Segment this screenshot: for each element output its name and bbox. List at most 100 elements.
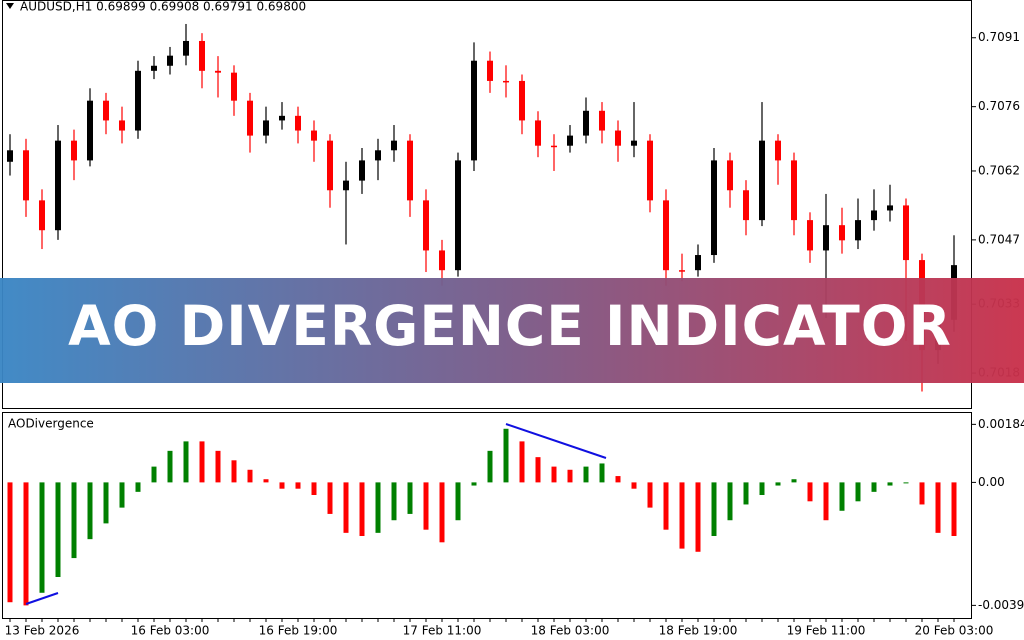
- x-tick-label: 19 Feb 11:00: [787, 624, 866, 638]
- y-tick-label: 0.7091: [978, 30, 1020, 44]
- candle-body: [407, 140, 413, 201]
- ao-bar: [695, 482, 701, 552]
- ao-bar: [727, 482, 733, 521]
- ao-bar: [199, 441, 205, 483]
- candle-body: [23, 150, 29, 201]
- candle-body: [535, 120, 541, 146]
- y-tick-label: 0.7076: [978, 99, 1020, 113]
- ao-bar: [135, 482, 141, 492]
- ao-bar: [759, 482, 765, 495]
- symbol-header: AUDUSD,H1 0.69899 0.69908 0.69791 0.6980…: [20, 0, 306, 14]
- candle-body: [647, 140, 653, 201]
- ao-bar: [375, 482, 381, 533]
- candle-body: [599, 110, 605, 131]
- candle-body: [103, 100, 109, 121]
- ao-bar: [887, 482, 893, 486]
- ao-bar: [167, 450, 173, 483]
- ao-bar: [807, 482, 813, 502]
- x-tick-label: 16 Feb 03:00: [131, 624, 210, 638]
- candle-body: [903, 205, 909, 261]
- candle-body: [167, 55, 173, 66]
- ao-bar: [343, 482, 349, 533]
- candle-body: [327, 140, 333, 191]
- y-tick-label: 0.7047: [978, 232, 1020, 246]
- candle-body: [759, 140, 765, 221]
- ao-bar: [311, 482, 317, 495]
- candle-body: [183, 40, 189, 56]
- candle-body: [7, 150, 13, 162]
- ao-bar: [247, 469, 253, 483]
- indicator-title: AODivergence: [8, 417, 94, 431]
- price-frame: [2, 0, 972, 409]
- ao-bar: [663, 482, 669, 530]
- ao-bar: [951, 482, 957, 536]
- ao-bar: [439, 482, 445, 543]
- menu-arrow: [6, 3, 14, 9]
- candle-body: [279, 115, 285, 121]
- candle-body: [439, 250, 445, 271]
- candle-body: [151, 65, 157, 71]
- x-tick-label: 13 Feb 2026: [5, 624, 80, 638]
- ao-bar: [935, 482, 941, 533]
- y-tick-label: 0.7062: [978, 163, 1020, 177]
- candle-body: [503, 80, 509, 83]
- candle-body: [775, 140, 781, 161]
- ao-bar: [423, 482, 429, 530]
- x-tick-label: 17 Feb 11:00: [403, 624, 482, 638]
- ao-bar: [535, 457, 541, 483]
- candle-body: [215, 70, 221, 73]
- x-tick-label: 20 Feb 03:00: [915, 624, 994, 638]
- ao-bar: [487, 450, 493, 483]
- candle-body: [343, 180, 349, 191]
- divergence-line: [505, 423, 607, 459]
- candle-body: [583, 110, 589, 136]
- candle-body: [743, 190, 749, 221]
- candle-body: [263, 120, 269, 136]
- candle-body: [295, 115, 301, 131]
- ao-bar: [919, 482, 925, 505]
- ao-bar: [743, 482, 749, 505]
- candle-body: [711, 160, 717, 256]
- ao-bar: [359, 482, 365, 536]
- ao-bar: [279, 482, 285, 489]
- ao-bar: [903, 482, 909, 484]
- ao-bar: [103, 482, 109, 524]
- candle-body: [631, 140, 637, 146]
- candle-body: [887, 205, 893, 211]
- x-tick-label: 16 Feb 19:00: [259, 624, 338, 638]
- candle-body: [567, 135, 573, 146]
- ao-bar: [679, 482, 685, 549]
- ao-bar: [407, 482, 413, 514]
- ao-bar: [231, 460, 237, 483]
- ao-bar: [823, 482, 829, 521]
- candle-body: [119, 120, 125, 131]
- x-tick-label: 18 Feb 19:00: [659, 624, 738, 638]
- ao-bar: [151, 466, 157, 483]
- candle-body: [199, 40, 205, 71]
- ao-bar: [7, 482, 13, 603]
- ao-bar: [791, 479, 797, 483]
- candle-body: [247, 100, 253, 136]
- ao-bar: [615, 476, 621, 483]
- ao-bar: [551, 466, 557, 483]
- ao-bar: [567, 469, 573, 483]
- y-tick-label: 0.00: [978, 475, 1005, 489]
- ao-bar: [839, 482, 845, 511]
- ao-bar: [119, 482, 125, 508]
- ao-bar: [87, 482, 93, 540]
- candle-body: [727, 160, 733, 191]
- ao-bar: [599, 463, 605, 483]
- candle-body: [231, 72, 237, 101]
- candle-body: [391, 140, 397, 151]
- ao-bar: [39, 482, 45, 593]
- ao-bar: [295, 482, 301, 489]
- candle-body: [423, 200, 429, 251]
- ao-bar: [855, 482, 861, 502]
- banner: AO DIVERGENCE INDICATOR: [0, 278, 1024, 383]
- candle-body: [311, 130, 317, 141]
- ao-bar: [647, 482, 653, 508]
- ao-bar: [583, 466, 589, 483]
- candle-body: [871, 210, 877, 221]
